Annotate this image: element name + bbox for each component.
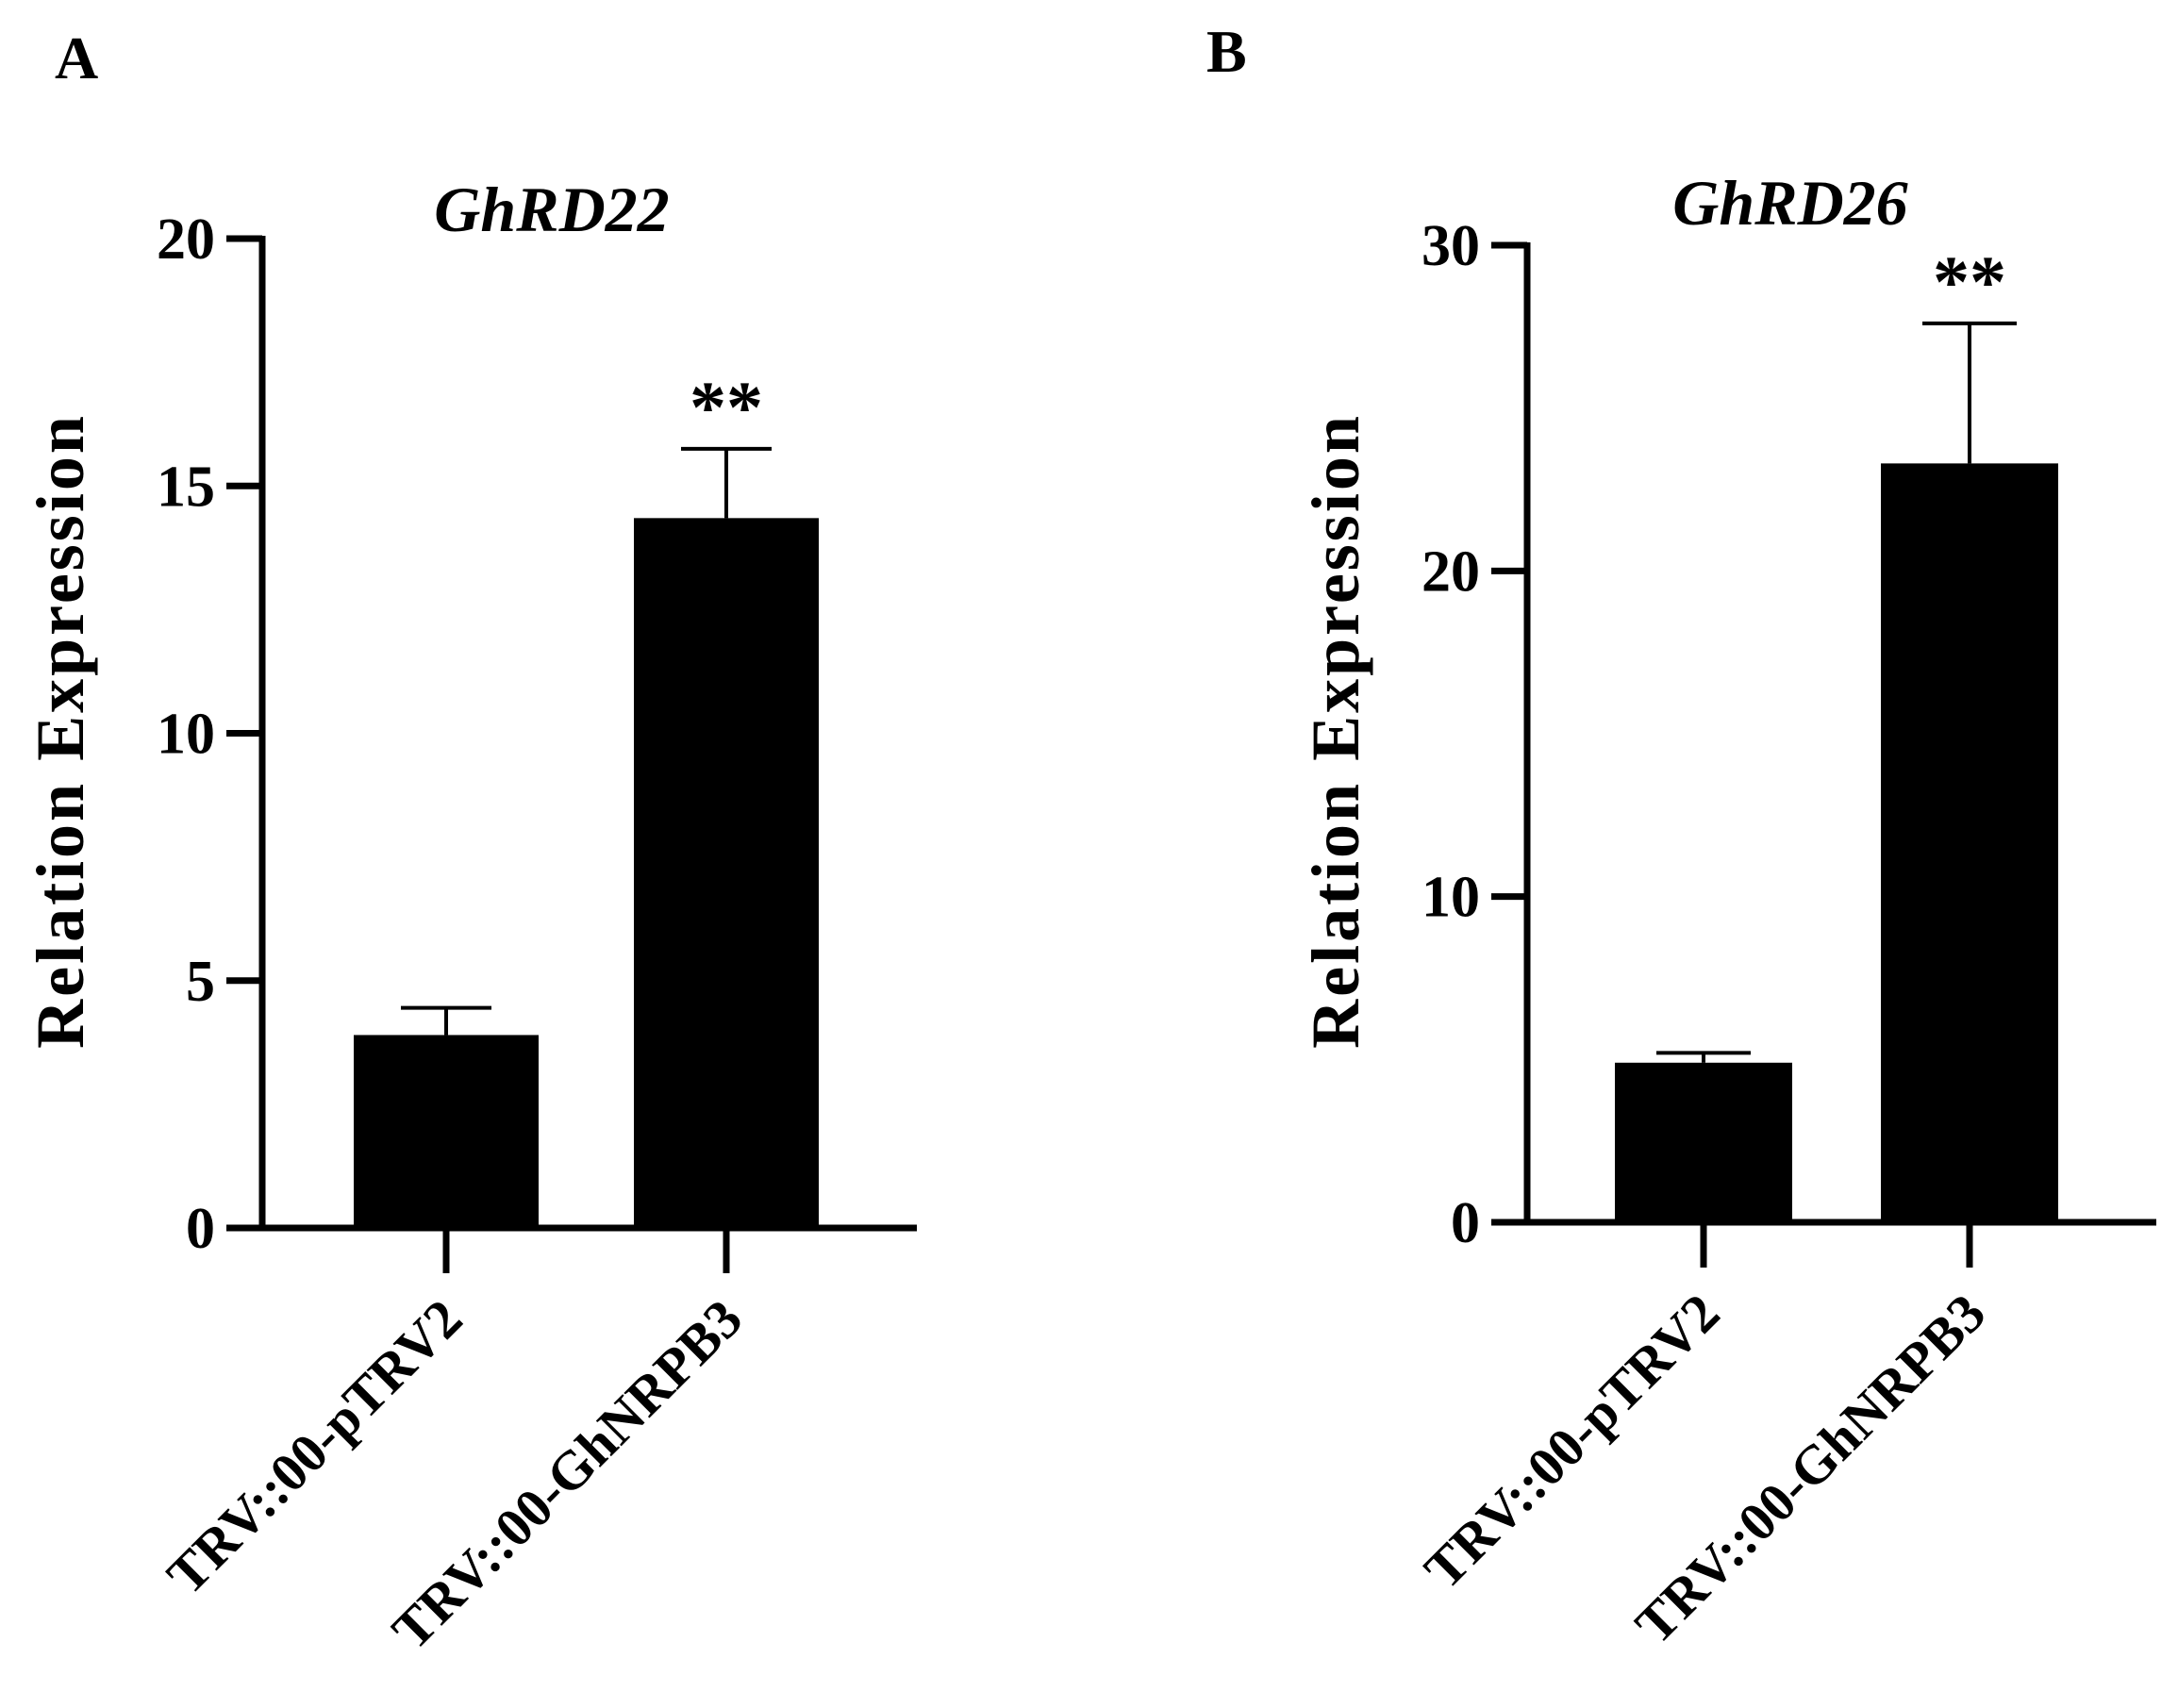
chart-title: GhRD22 <box>434 174 669 245</box>
panel-label-b: B <box>1206 18 1247 85</box>
panel-label-a: A <box>55 25 98 91</box>
y-tick-label: 10 <box>157 703 215 767</box>
y-axis-label: Relation Expression <box>1298 413 1373 1049</box>
y-tick-label: 5 <box>186 950 215 1014</box>
y-tick-label: 0 <box>1451 1191 1480 1255</box>
bar <box>1615 1062 1792 1222</box>
y-tick-label: 15 <box>157 455 215 519</box>
y-tick-label: 30 <box>1422 214 1480 278</box>
chart-title: GhRD26 <box>1672 167 1907 239</box>
significance-marker: ** <box>690 366 763 448</box>
y-tick-label: 20 <box>157 207 215 272</box>
y-tick-label: 20 <box>1422 539 1480 604</box>
y-axis-label: Relation Expression <box>23 413 98 1049</box>
y-tick-label: 0 <box>186 1197 215 1261</box>
y-tick-label: 10 <box>1422 866 1480 930</box>
bar <box>354 1035 539 1228</box>
significance-marker: ** <box>1933 240 2006 323</box>
bar <box>634 518 819 1228</box>
bar <box>1881 463 2058 1223</box>
